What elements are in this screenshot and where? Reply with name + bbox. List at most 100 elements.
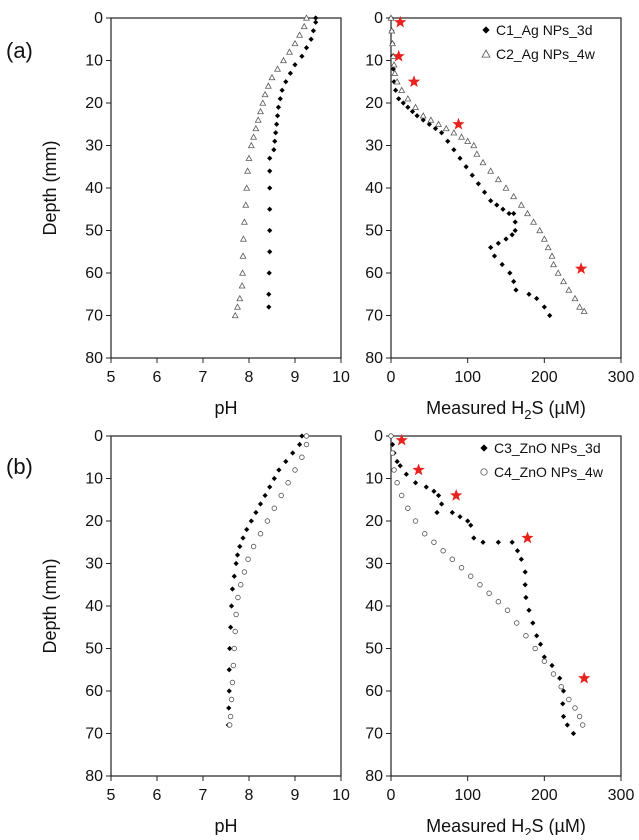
- x-axis-title-tail: S (µM): [531, 816, 585, 835]
- x-tick-label: 10: [332, 369, 350, 386]
- series-2: [387, 14, 588, 314]
- diamond-marker: [271, 475, 277, 482]
- diamond-marker: [303, 45, 310, 51]
- diamond-marker: [511, 210, 517, 217]
- circle-marker: [468, 573, 474, 579]
- diamond-marker: [267, 249, 273, 255]
- diamond-marker: [534, 633, 540, 639]
- y-tick-label: 10: [85, 471, 103, 488]
- y-tick-label: 10: [365, 53, 383, 70]
- triangle-marker: [239, 252, 247, 259]
- diamond-marker: [396, 96, 402, 102]
- star-marker: [575, 262, 588, 274]
- circle-marker: [229, 679, 236, 686]
- circle-marker: [541, 658, 548, 664]
- y-tick-label: 60: [85, 265, 103, 282]
- diamond-marker: [560, 688, 567, 694]
- y-tick-label: 50: [365, 641, 383, 658]
- triangle-marker: [231, 311, 239, 319]
- triangle-marker: [571, 294, 579, 302]
- diamond-marker: [403, 471, 409, 477]
- diamond-marker: [449, 509, 455, 516]
- diamond-marker: [272, 138, 278, 144]
- circle-marker: [388, 433, 394, 439]
- diamond-marker: [445, 138, 451, 144]
- triangle-marker: [464, 137, 472, 144]
- diamond-marker: [423, 484, 429, 490]
- triangle-marker: [580, 307, 588, 314]
- diamond-marker: [435, 492, 442, 499]
- diamond-marker: [308, 36, 314, 42]
- diamond-marker: [560, 713, 567, 720]
- x-tick-label: 9: [291, 369, 300, 386]
- diamond-marker: [290, 450, 296, 456]
- diamond-marker: [547, 312, 553, 319]
- y-tick-label: 40: [85, 180, 103, 197]
- diamond-marker: [512, 219, 518, 225]
- diamond-marker: [482, 26, 490, 34]
- diamond-marker: [279, 87, 285, 93]
- y-tick-label: 20: [85, 513, 103, 530]
- diamond-marker: [244, 526, 250, 533]
- y-tick-label: 0: [94, 428, 103, 445]
- triangle-marker: [257, 107, 264, 115]
- y-tick-label: 20: [365, 95, 383, 112]
- diamond-marker: [267, 155, 273, 161]
- y-tick-label: 30: [85, 556, 103, 573]
- diamond-marker: [480, 539, 486, 545]
- triangle-marker: [510, 192, 518, 200]
- diamond-marker: [420, 117, 426, 123]
- triangle-marker: [391, 69, 399, 76]
- diamond-marker: [266, 304, 272, 310]
- x-tick-label: 9: [291, 787, 300, 804]
- diamond-marker: [397, 463, 403, 469]
- diamond-marker: [234, 552, 241, 558]
- triangle-marker: [296, 31, 304, 38]
- triangle-marker: [387, 14, 395, 21]
- y-tick-label: 70: [365, 308, 383, 325]
- diamond-marker: [266, 291, 272, 297]
- star-marker: [395, 433, 408, 446]
- circle-marker: [431, 539, 437, 545]
- triangle-marker: [264, 82, 272, 89]
- triangle-marker: [259, 99, 267, 106]
- y-tick-label: 30: [365, 138, 383, 155]
- circle-marker: [303, 433, 310, 439]
- y-tick-label: 20: [365, 513, 383, 530]
- diamond-marker: [267, 227, 273, 234]
- diamond-marker: [274, 121, 280, 127]
- circle-marker: [477, 582, 483, 588]
- diamond-marker: [275, 104, 282, 110]
- diamond-marker: [518, 556, 524, 562]
- y-tick-label: 80: [85, 350, 103, 367]
- series-2: [226, 433, 310, 728]
- y-tick-label: 0: [374, 10, 383, 27]
- triangle-marker: [261, 90, 269, 98]
- circle-marker: [514, 620, 520, 626]
- triangle-marker: [576, 303, 584, 310]
- diamond-marker: [313, 15, 319, 21]
- y-tick-label: 70: [365, 726, 383, 743]
- x-tick-label: 100: [454, 787, 481, 804]
- triangle-marker: [435, 120, 443, 127]
- triangle-marker: [427, 116, 435, 123]
- plot-frame: [110, 17, 342, 359]
- circle-marker: [231, 645, 237, 652]
- x-tick-label: 100: [454, 369, 481, 386]
- diamond-marker: [513, 287, 519, 293]
- chart-panel-3: 0 10 20 30 40 50 60 70 805 6 7 8 9 10 pH Depth (mm): [40, 428, 350, 836]
- diamond-marker: [276, 467, 282, 473]
- diamond-marker: [523, 594, 529, 601]
- triangle-marker: [487, 167, 495, 174]
- diamond-marker: [537, 641, 544, 647]
- x-axis-title-subscript: 2: [524, 825, 531, 835]
- diamond-marker: [257, 501, 264, 507]
- triangle-marker: [548, 252, 556, 259]
- star-marker: [450, 489, 463, 501]
- circle-marker: [394, 480, 400, 486]
- triangle-marker: [234, 303, 241, 310]
- circle-marker: [241, 569, 248, 575]
- y-tick-label: 70: [85, 308, 103, 325]
- diamond-marker: [266, 270, 272, 276]
- triangle-marker: [412, 103, 420, 110]
